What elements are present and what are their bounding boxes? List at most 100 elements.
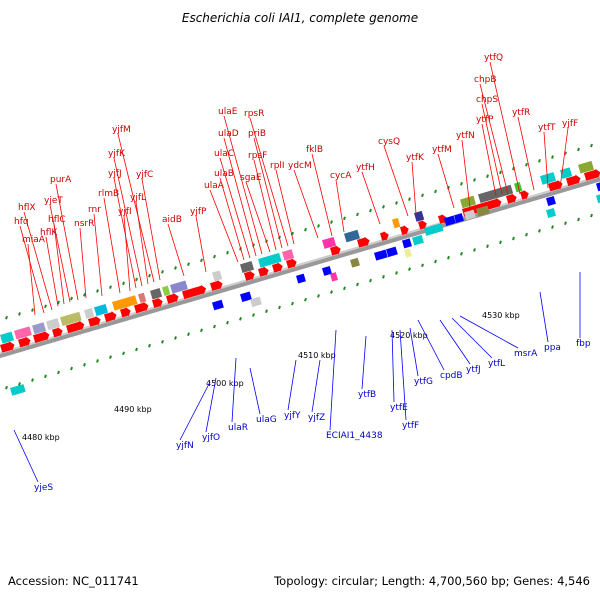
gene-label-forward: fklB — [306, 145, 323, 155]
gene-leader-line — [383, 145, 409, 217]
gene-leader-line — [93, 213, 103, 297]
tick-mark — [226, 320, 229, 325]
tick-mark — [317, 224, 320, 228]
tick-mark — [382, 274, 385, 279]
tick-mark — [57, 370, 60, 375]
feature-block — [0, 331, 15, 344]
feature-block — [166, 292, 179, 304]
gene-leader-line — [417, 319, 445, 371]
feature-block — [52, 327, 63, 338]
tick-mark — [551, 225, 554, 229]
tick-mark — [200, 258, 203, 263]
gene-leader-line — [167, 223, 185, 277]
gene-label-forward: yjeT — [44, 196, 63, 206]
feature-block — [240, 260, 255, 273]
tick-mark — [525, 232, 528, 237]
feature-block — [162, 285, 171, 296]
tick-mark — [421, 193, 424, 198]
feature-block — [250, 296, 262, 308]
feature-block — [33, 330, 50, 343]
tick-mark — [18, 312, 21, 316]
tick-mark — [96, 359, 99, 363]
feature-block — [438, 214, 447, 224]
gene-label-reverse: yjfZ — [308, 413, 325, 423]
tick-mark — [577, 147, 580, 152]
gene-label-forward: priB — [248, 129, 266, 139]
tick-mark — [135, 347, 138, 352]
gene-label-forward: cycA — [330, 171, 352, 181]
tick-mark — [174, 336, 177, 340]
gene-leader-line — [517, 116, 535, 191]
gene-label-forward: hflK — [40, 228, 58, 238]
gene-label-forward: ulaB — [214, 169, 234, 179]
feature-block — [404, 248, 413, 258]
feature-block — [258, 266, 269, 277]
tick-mark — [122, 281, 125, 286]
tick-mark — [161, 270, 164, 274]
gene-leader-line — [461, 139, 471, 209]
feature-block — [560, 167, 573, 179]
tick-mark — [135, 277, 138, 282]
gene-label-forward: yjfK — [108, 149, 126, 159]
tick-label: 4510 kbp — [298, 351, 336, 360]
tick-mark — [317, 294, 320, 298]
gene-label-forward: ytfR — [512, 108, 530, 118]
gene-label-reverse: ytfB — [358, 390, 376, 400]
feature-block — [330, 245, 341, 256]
gene-leader-line — [479, 83, 509, 195]
tick-mark — [265, 309, 268, 314]
gene-label-forward: ulaA — [204, 181, 225, 191]
feature-block — [464, 209, 476, 221]
tick-mark — [330, 290, 333, 294]
tick-mark — [239, 317, 242, 321]
tick-mark — [161, 340, 164, 344]
feature-block — [322, 265, 332, 276]
gene-label-reverse: ytfF — [402, 421, 419, 431]
tick-mark — [213, 254, 216, 259]
tick-mark — [590, 143, 593, 148]
feature-block — [258, 252, 282, 268]
feature-block — [138, 292, 147, 304]
gene-leader-line — [13, 429, 39, 483]
gene-leader-line — [245, 181, 271, 253]
feature-block — [94, 303, 109, 316]
gene-label-forward: yjfI — [118, 207, 132, 217]
feature-block — [240, 291, 252, 303]
gene-label-forward: yjfP — [190, 207, 207, 217]
tick-mark — [460, 182, 463, 186]
genome-summary-text: Topology: circular; Length: 4,700,560 bp… — [273, 574, 590, 588]
tick-mark — [213, 324, 216, 329]
tick-mark — [291, 301, 294, 306]
tick-label: 4520 kbp — [390, 331, 428, 340]
feature-block — [596, 193, 600, 204]
gene-label-forward: purA — [50, 175, 72, 185]
feature-block — [412, 234, 424, 246]
gene-label-reverse: fbp — [576, 339, 591, 349]
tick-mark — [551, 155, 554, 159]
tick-mark — [538, 229, 541, 233]
gene-leader-line — [539, 291, 549, 343]
feature-block — [272, 262, 283, 273]
tick-mark — [70, 366, 73, 371]
feature-block — [60, 311, 82, 326]
tick-label: 4500 kbp — [206, 379, 244, 388]
feature-block — [112, 295, 138, 311]
gene-label-forward: yjfC — [136, 170, 153, 180]
tick-mark — [512, 236, 515, 241]
tick-label: 4490 kbp — [114, 405, 152, 414]
gene-label-reverse: ytfJ — [466, 365, 481, 375]
feature-block — [18, 336, 31, 348]
forward-gene-labels: miaA hfq hflX hflK hflC yjeT purA nsrR rnr rlmB yj… — [14, 53, 578, 316]
gene-label-reverse: ppa — [544, 343, 561, 353]
tick-mark — [226, 250, 229, 255]
tick-mark — [408, 267, 411, 271]
tick-mark — [304, 227, 307, 232]
gene-label-forward: ytfN — [456, 131, 475, 141]
gene-label-forward: rplI — [270, 161, 285, 171]
gene-leader-line — [481, 103, 503, 195]
gene-label-forward: rpsR — [244, 109, 264, 119]
gene-leader-line — [219, 177, 245, 261]
tick-mark — [499, 240, 502, 245]
gene-leader-line — [287, 359, 297, 411]
